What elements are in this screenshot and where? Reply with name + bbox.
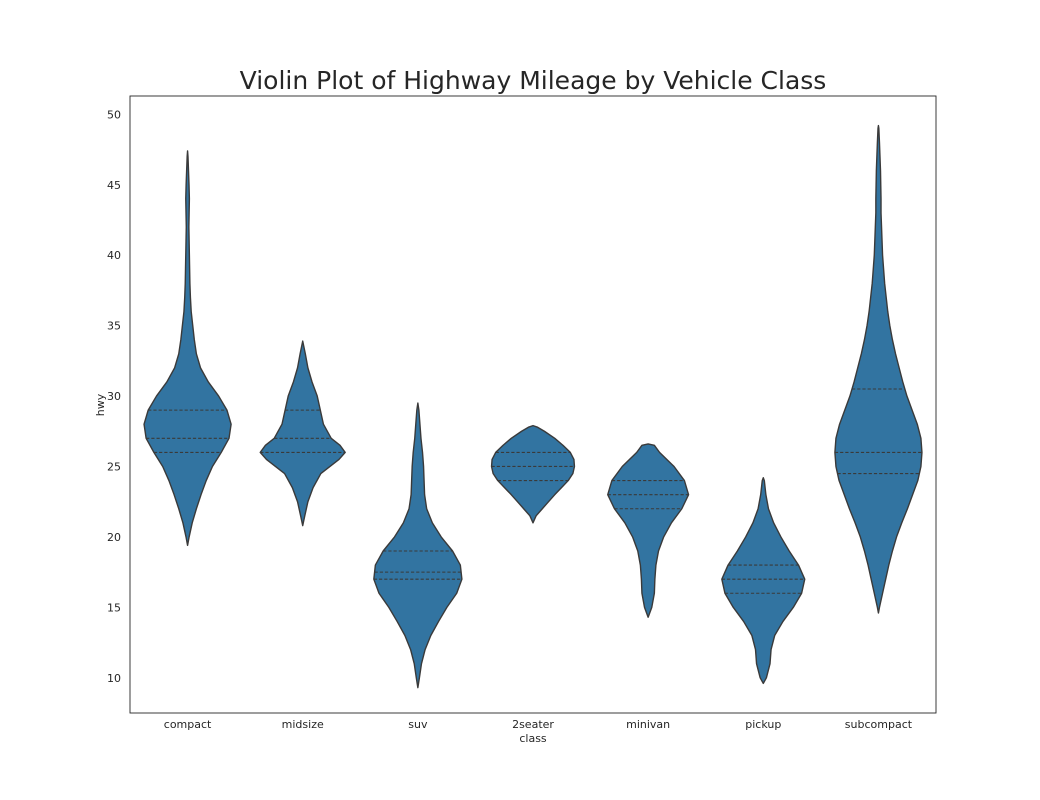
y-tick-40: 40 — [107, 249, 121, 262]
y-tick-10: 10 — [107, 672, 121, 685]
x-tick-compact: compact — [164, 718, 212, 731]
violin-minivan — [607, 443, 690, 618]
y-tick-50: 50 — [107, 108, 121, 121]
y-tick-20: 20 — [107, 531, 121, 544]
y-axis-label: hwy — [94, 393, 107, 416]
violin-body-compact — [143, 150, 232, 547]
chart-title: Violin Plot of Highway Mileage by Vehicl… — [240, 66, 827, 95]
y-tick-45: 45 — [107, 179, 121, 192]
plot-frame — [129, 95, 937, 714]
x-tick-2seater: 2seater — [512, 718, 554, 731]
y-tick-30: 30 — [107, 390, 121, 403]
x-axis-label: class — [519, 732, 547, 745]
violin-midsize — [259, 340, 346, 527]
y-tick-35: 35 — [107, 320, 121, 333]
y-tick-labels: 10 15 20 25 30 35 40 45 50 — [107, 108, 121, 684]
violins-layer — [143, 124, 923, 689]
violin-body-minivan — [607, 443, 690, 618]
x-tick-subcompact: subcompact — [845, 718, 913, 731]
violin-suv — [373, 402, 463, 689]
violin-2seater — [490, 424, 576, 524]
x-tick-minivan: minivan — [626, 718, 670, 731]
violin-body-pickup — [721, 477, 806, 685]
violin-pickup — [721, 477, 806, 685]
y-tick-15: 15 — [107, 601, 121, 614]
x-tick-suv: suv — [408, 718, 428, 731]
violin-body-2seater — [490, 424, 576, 524]
violin-body-midsize — [259, 340, 346, 527]
violin-body-subcompact — [834, 124, 923, 614]
x-tick-midsize: midsize — [282, 718, 324, 731]
x-tick-pickup: pickup — [745, 718, 781, 731]
violin-compact — [143, 150, 232, 547]
x-tick-labels: compact midsize suv 2seater minivan pickup sub… — [164, 718, 913, 731]
violin-body-suv — [373, 402, 463, 689]
y-tick-25: 25 — [107, 460, 121, 473]
violin-subcompact — [834, 124, 923, 614]
